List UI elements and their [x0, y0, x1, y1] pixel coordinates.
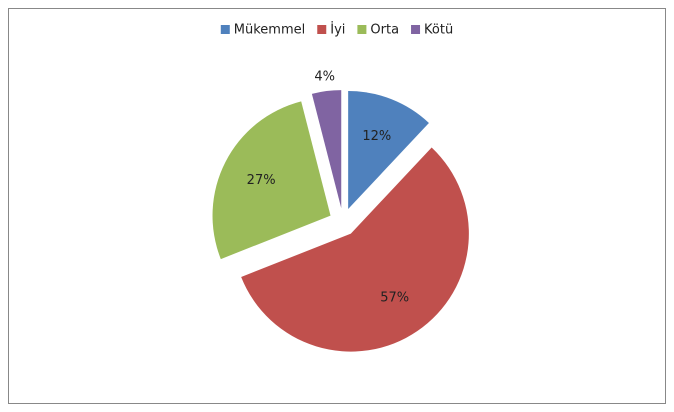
pie-slice	[348, 90, 429, 209]
legend-swatch	[411, 25, 421, 34]
legend-label: Orta	[370, 23, 399, 38]
pie-slice	[241, 147, 469, 352]
legend-swatch	[220, 25, 230, 34]
legend-label: Mükemmel	[234, 23, 305, 38]
data-label: 57%	[380, 290, 409, 305]
legend-swatch	[317, 25, 327, 34]
data-label: 12%	[362, 129, 391, 144]
legend-label: İyi	[330, 22, 345, 38]
data-label: 4%	[314, 70, 335, 85]
data-label: 27%	[247, 173, 276, 188]
pie-slice	[311, 90, 342, 209]
legend-swatch	[357, 25, 367, 34]
legend-label: Kötü	[424, 23, 453, 38]
legend: Mükemmel İyi Orta Kötü	[220, 22, 453, 38]
pie-slice	[212, 101, 331, 260]
